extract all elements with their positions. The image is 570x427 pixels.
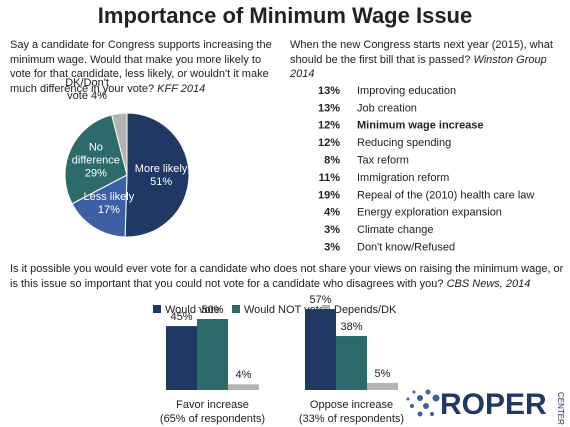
bar-question: Is it possible you would ever vote for a…: [10, 262, 566, 291]
legend-swatch: [232, 305, 240, 313]
bar: [228, 384, 259, 390]
list-label: Energy exploration expansion: [357, 207, 502, 219]
pie-value-label: 4%: [91, 89, 107, 102]
legend-swatch: [322, 305, 330, 313]
pie-label-name: Less likely: [83, 190, 135, 203]
x-tick-note: (65% of respondents): [160, 413, 265, 425]
pie-question: Say a candidate for Congress supports in…: [10, 38, 282, 96]
list-label: Repeal of the (2010) health care law: [357, 189, 534, 201]
pie-label-name: DK/Don't vote: [65, 76, 109, 102]
bar-value-label: 57%: [309, 294, 331, 306]
source: KFF 2014: [157, 82, 206, 95]
list-value: 12%: [318, 137, 340, 149]
list-label: Climate change: [357, 224, 433, 236]
pie-slice: [71, 174, 128, 238]
pie-slice: [124, 112, 190, 238]
pie-value-label: 17%: [97, 203, 120, 216]
list-value: 11%: [319, 172, 341, 184]
list-value: 19%: [318, 189, 340, 201]
question-text: Say a candidate for Congress supports in…: [10, 39, 272, 95]
source: Winston Group 2014: [290, 53, 547, 81]
pie-label-name: More likely: [134, 162, 188, 175]
bar-value-label: 4%: [236, 369, 252, 381]
pie-slice: [64, 114, 128, 205]
logo-icon: [406, 389, 440, 417]
logo-sub: CENTER: [556, 392, 565, 425]
list-value: 13%: [318, 85, 340, 97]
bar: [305, 309, 336, 390]
pie-label: No difference 29%: [65, 142, 127, 181]
pie-label: More likely 51%: [130, 163, 192, 189]
list-label: Tax reform: [357, 155, 409, 167]
list-label: Improving education: [357, 85, 456, 97]
pie-label-name: No difference: [71, 141, 120, 167]
pie-value-label: 51%: [150, 175, 173, 188]
list-value: 8%: [324, 155, 340, 167]
list-label: Reducing spending: [357, 137, 451, 149]
pie-value-label: 29%: [84, 167, 107, 180]
list-label: Don't know/Refused: [357, 242, 455, 254]
list-label: Job creation: [357, 102, 417, 114]
bar-value-label: 5%: [375, 368, 391, 380]
list-value: 4%: [324, 207, 340, 219]
bar: [197, 319, 228, 390]
list-label: Immigration reform: [357, 172, 449, 184]
bar: [336, 336, 367, 390]
pie-label: DK/Don't vote 4%: [58, 77, 116, 103]
bar-value-label: 50%: [201, 304, 223, 316]
source: CBS News, 2014: [446, 277, 531, 290]
legend-label: Would NOT vote: [244, 304, 325, 316]
list-value: 3%: [324, 242, 340, 254]
pie-label: Less likely 17%: [78, 191, 140, 217]
title: Importance of Minimum Wage Issue: [98, 3, 472, 28]
legend-swatch: [153, 305, 161, 313]
list-value: 13%: [318, 102, 340, 114]
bar: [367, 382, 398, 390]
list-label: Minimum wage increase: [357, 120, 484, 132]
list-question: When the new Congress starts next year (…: [290, 38, 565, 82]
question-text: When the new Congress starts next year (…: [290, 39, 553, 66]
list-value: 3%: [324, 224, 340, 236]
x-tick-label: Favor increase: [176, 399, 249, 411]
pie-slice: [111, 112, 128, 176]
x-tick-label: Oppose increase: [310, 399, 393, 411]
x-tick-note: (33% of respondents): [299, 413, 404, 425]
list-value: 12%: [318, 120, 340, 132]
logo-text: ROPER: [440, 388, 547, 421]
legend-label: Depends/DK: [334, 304, 397, 316]
bar-value-label: 45%: [170, 311, 192, 323]
legend-label: Would vote: [165, 304, 220, 316]
bar-value-label: 38%: [340, 321, 362, 333]
bar: [166, 326, 197, 390]
question-text: Is it possible you would ever vote for a…: [10, 263, 564, 290]
